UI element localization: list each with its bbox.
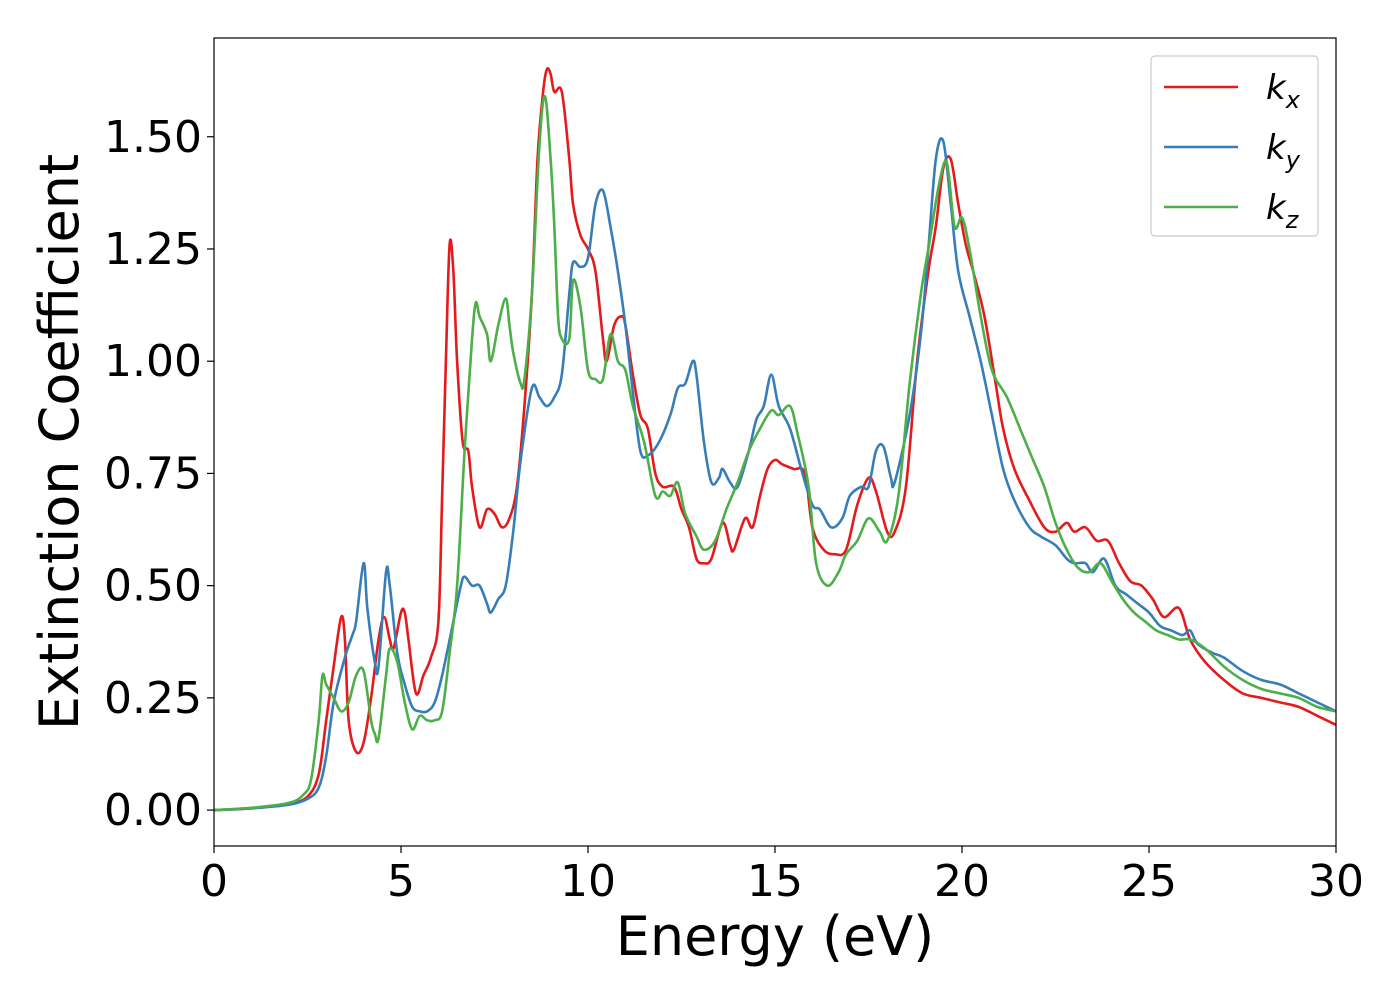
legend-label-kx: kx — [1266, 68, 1301, 114]
x-tick-label: 5 — [387, 856, 415, 907]
x-tick-label: 10 — [560, 856, 616, 907]
y-tick-label: 0.25 — [104, 673, 202, 724]
y-tick-label: 0.50 — [104, 561, 202, 612]
series-line-kx — [214, 67, 1336, 812]
y-axis-label: Extinction Coefficient — [28, 154, 91, 730]
legend: kx ky kz — [1150, 55, 1319, 237]
x-axis-label: Energy (eV) — [616, 905, 935, 968]
y-tick-label: 1.00 — [104, 336, 202, 387]
x-tick-label: 20 — [934, 856, 990, 907]
legend-label-ky: ky — [1266, 128, 1301, 174]
y-tick-label: 1.25 — [104, 224, 202, 275]
x-tick-label: 15 — [747, 856, 803, 907]
legend-label-kz: kz — [1266, 188, 1300, 234]
series-lines — [214, 67, 1336, 812]
series-line-kz — [214, 95, 1336, 812]
y-tick-label: 0.75 — [104, 448, 202, 499]
y-tick-label: 0.00 — [104, 785, 202, 836]
y-tick-label: 1.50 — [104, 112, 202, 163]
x-tick-label: 0 — [200, 856, 228, 907]
x-tick-label: 30 — [1308, 856, 1364, 907]
x-tick-label: 25 — [1121, 856, 1177, 907]
axis-ticks: 0 5 10 15 20 25 30 0.00 0.25 0.50 0.75 1.00 1.25 1.50 — [104, 112, 1364, 907]
